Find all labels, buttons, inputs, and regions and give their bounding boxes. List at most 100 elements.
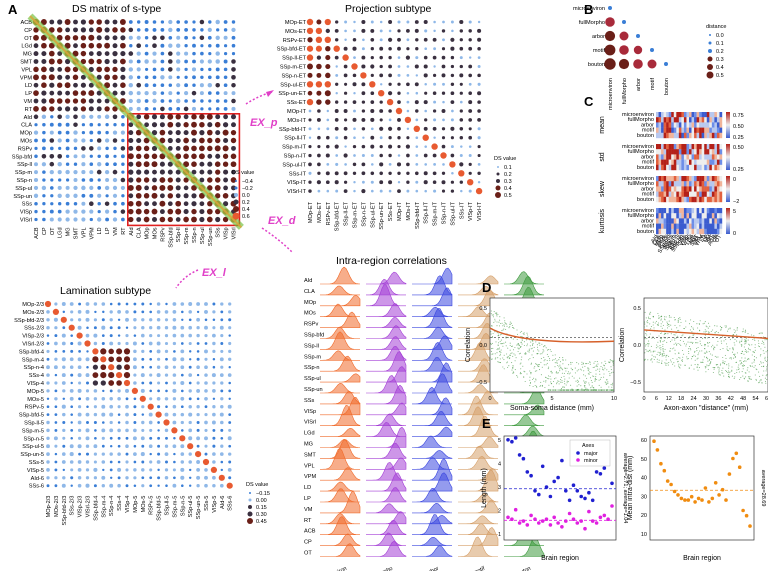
heat-cell: [711, 154, 715, 160]
ds-dot: [334, 55, 339, 60]
ds-dot: [459, 127, 464, 131]
ds-dot: [215, 19, 220, 25]
column-label: VPL: [81, 227, 87, 238]
ds-dot: [78, 302, 82, 306]
ds-dot: [176, 20, 181, 24]
ds-dot: [325, 63, 331, 70]
x-axis-label: Soma-soma distance (mm): [510, 405, 594, 412]
ds-dot: [104, 98, 110, 104]
scatter-point: [532, 350, 534, 352]
scatter-point: [610, 369, 612, 371]
ds-dot: [136, 51, 141, 56]
scatter-point: [587, 362, 589, 365]
ds-dot: [343, 46, 348, 51]
x-tick: 18: [678, 396, 684, 402]
scatter-point: [610, 384, 612, 386]
intra-dist-point: [748, 524, 752, 528]
column-label: SSp-ul-ET: [370, 201, 376, 227]
scatter-point: [570, 384, 572, 386]
scatter-point: [647, 343, 650, 345]
ds-dot: [344, 29, 347, 33]
ds-dot: [202, 458, 210, 466]
ds-dot: [361, 19, 366, 25]
heat-cell: [704, 117, 707, 123]
scatter-point: [596, 378, 598, 381]
scatter-point: [752, 351, 754, 353]
heat-column-label: LD: [699, 234, 708, 243]
legend-title: Axes: [582, 443, 594, 449]
scatter-point: [518, 347, 520, 349]
ds-dot: [207, 201, 213, 207]
ds-dot: [344, 20, 348, 24]
ds-dot: [156, 396, 161, 401]
ds-dot: [191, 114, 197, 120]
ds-dot: [306, 45, 314, 52]
scatter-point: [491, 314, 493, 316]
ds-dot: [397, 180, 401, 184]
ds-dot: [477, 91, 482, 96]
ds-dot: [57, 161, 62, 167]
scatter-point: [510, 322, 513, 324]
ds-dot: [157, 468, 160, 472]
ds-dot: [78, 397, 82, 401]
ds-dot: [89, 193, 94, 198]
scatter-point: [565, 370, 567, 372]
ds-dot: [175, 98, 181, 104]
heat-cell: [656, 213, 659, 219]
ds-dot: [109, 397, 113, 401]
ds-dot: [215, 137, 221, 144]
ds-dot: [424, 109, 428, 113]
heat-cell: [658, 122, 662, 128]
heat-cell: [706, 127, 710, 133]
heat-cell: [658, 112, 662, 118]
ds-dot: [61, 373, 66, 378]
scatter-point: [650, 326, 652, 328]
y-tick: 60: [641, 438, 647, 444]
heat-cell: [709, 112, 713, 118]
scatter-point: [547, 375, 550, 377]
legend-value: 0.45: [256, 519, 267, 525]
ds-dot: [89, 138, 93, 143]
scatter-point: [550, 370, 552, 372]
scatter-point: [584, 384, 586, 387]
scatter-point: [489, 353, 491, 355]
scatter-point: [754, 339, 756, 341]
heat-cell: [689, 117, 692, 123]
row-label: SSs-4: [29, 373, 44, 379]
ds-dot: [230, 153, 237, 160]
ds-dot: [104, 169, 110, 175]
ds-dot: [397, 82, 401, 86]
ds-dot: [167, 137, 173, 144]
ds-dot: [362, 136, 365, 139]
scatter-point: [724, 361, 726, 363]
ds-dot: [93, 318, 97, 322]
scatter-point: [501, 333, 503, 335]
scatter-point: [505, 341, 507, 343]
heat-cell: [683, 127, 687, 133]
column-label: SSp-n-ET: [361, 201, 367, 226]
ds-dot: [306, 54, 314, 61]
ds-dot: [49, 138, 55, 143]
heat-cell: [701, 186, 705, 192]
ds-dot: [128, 20, 133, 24]
scatter-point: [697, 357, 699, 359]
ds-dot: [152, 43, 157, 49]
ds-dot: [477, 145, 481, 149]
scatter-point: [764, 339, 766, 341]
ds-dot: [204, 309, 208, 314]
ds-dot: [227, 468, 232, 472]
ds-dot: [199, 209, 205, 215]
legend-dot: [235, 180, 237, 182]
ds-dot: [333, 45, 340, 52]
scatter-point: [712, 329, 714, 331]
ds-dot: [219, 412, 224, 417]
ds-dot: [196, 365, 200, 370]
ridge-title: Intra-region correlations: [336, 255, 447, 267]
scatter-point: [695, 342, 697, 344]
heat-cell: [666, 228, 669, 235]
scatter-point: [666, 341, 668, 343]
ds-dot: [335, 65, 338, 68]
ds-dot: [125, 452, 129, 456]
heat-cell: [661, 191, 664, 197]
ridge-curve: [504, 414, 544, 426]
